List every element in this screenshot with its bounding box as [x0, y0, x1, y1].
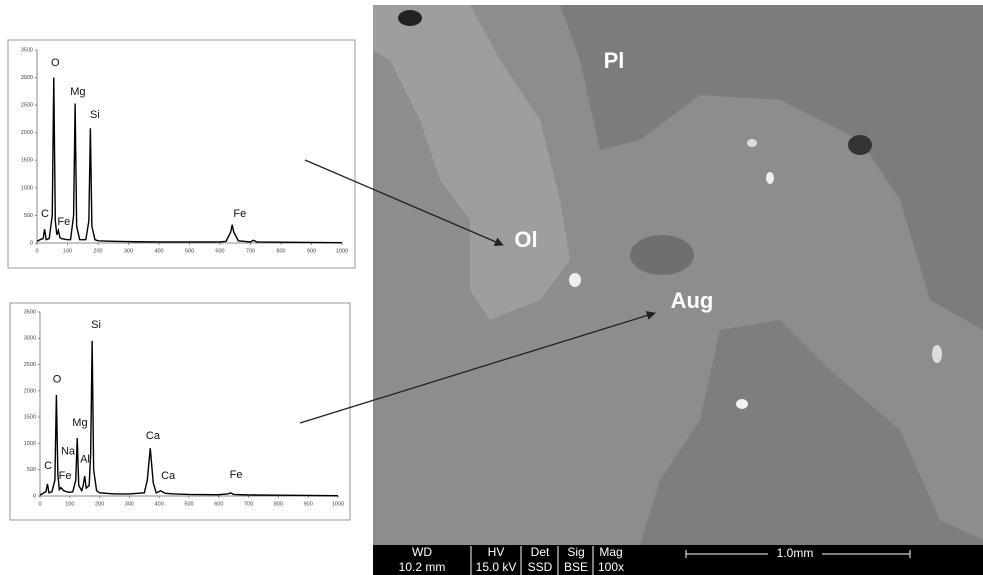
peak-label: Ca: [146, 430, 161, 442]
peak-label: Fe: [233, 208, 246, 220]
x-tick-label: 600: [215, 248, 224, 254]
x-tick-label: 900: [304, 501, 313, 507]
y-tick-label: 3000: [21, 75, 33, 81]
x-tick-label: 700: [244, 501, 253, 507]
y-tick-label: 500: [27, 467, 36, 473]
x-tick-label: 400: [154, 248, 163, 254]
y-tick-label: 0: [33, 493, 36, 499]
info-header: Det: [531, 545, 550, 559]
y-tick-label: 3500: [24, 309, 36, 315]
x-tick-label: 900: [307, 248, 316, 254]
y-tick-label: 1500: [21, 158, 33, 164]
peak-label: O: [53, 374, 62, 386]
x-tick-label: 100: [63, 248, 72, 254]
info-header: HV: [488, 545, 505, 559]
info-value: BSE: [564, 560, 588, 574]
x-tick-label: 500: [185, 248, 194, 254]
y-tick-label: 3000: [24, 336, 36, 342]
info-value: 100x: [598, 560, 624, 574]
x-tick-label: 100: [65, 501, 74, 507]
x-tick-label: 500: [184, 501, 193, 507]
peak-label: C: [41, 208, 49, 220]
x-tick-label: 200: [93, 248, 102, 254]
peak-label: Mg: [70, 86, 85, 98]
info-header: Sig: [567, 545, 584, 559]
mineral-label: Aug: [671, 288, 714, 313]
peak-label: Fe: [57, 216, 70, 228]
peak-label: Fe: [230, 469, 243, 481]
peak-label: Si: [91, 319, 101, 331]
x-tick-label: 1000: [332, 501, 344, 507]
y-tick-label: 2000: [21, 130, 33, 136]
y-tick-label: 3500: [21, 47, 33, 53]
y-tick-label: 500: [24, 213, 33, 219]
peak-label: C: [44, 460, 52, 472]
y-tick-label: 2500: [21, 103, 33, 109]
scale-bar-label: 1.0mm: [777, 546, 814, 560]
x-tick-label: 0: [35, 248, 38, 254]
y-tick-label: 0: [30, 240, 33, 246]
y-tick-label: 1500: [24, 415, 36, 421]
info-header: WD: [412, 545, 432, 559]
x-tick-label: 800: [276, 248, 285, 254]
x-tick-label: 300: [124, 248, 133, 254]
y-tick-label: 1000: [21, 185, 33, 191]
x-tick-label: 400: [155, 501, 164, 507]
peak-label: Al: [80, 454, 90, 466]
info-value: 10.2 mm: [399, 560, 446, 574]
peak-label: Fe: [59, 470, 72, 482]
x-tick-label: 800: [274, 501, 283, 507]
peak-label: O: [51, 57, 60, 69]
peak-label: Na: [61, 446, 76, 458]
info-value: 15.0 kV: [476, 560, 517, 574]
peak-label: Ca: [161, 470, 176, 482]
info-value: SSD: [528, 560, 553, 574]
x-tick-label: 600: [214, 501, 223, 507]
x-tick-label: 0: [38, 501, 41, 507]
info-header: Mag: [599, 545, 622, 559]
x-tick-label: 700: [246, 248, 255, 254]
y-tick-label: 1000: [24, 441, 36, 447]
x-tick-label: 1000: [336, 248, 348, 254]
y-tick-label: 2000: [24, 388, 36, 394]
mineral-label: Ol: [514, 227, 537, 252]
x-tick-label: 200: [95, 501, 104, 507]
peak-label: Mg: [72, 417, 87, 429]
y-tick-label: 2500: [24, 362, 36, 368]
x-tick-label: 300: [125, 501, 134, 507]
mineral-label: Pl: [604, 48, 625, 73]
figure: Pl Ol Aug WD10.2 mm HV15.0 kV DetSSD SigBSE…: [0, 0, 983, 575]
spectrum-frame: [8, 40, 355, 268]
peak-label: Si: [90, 109, 100, 121]
